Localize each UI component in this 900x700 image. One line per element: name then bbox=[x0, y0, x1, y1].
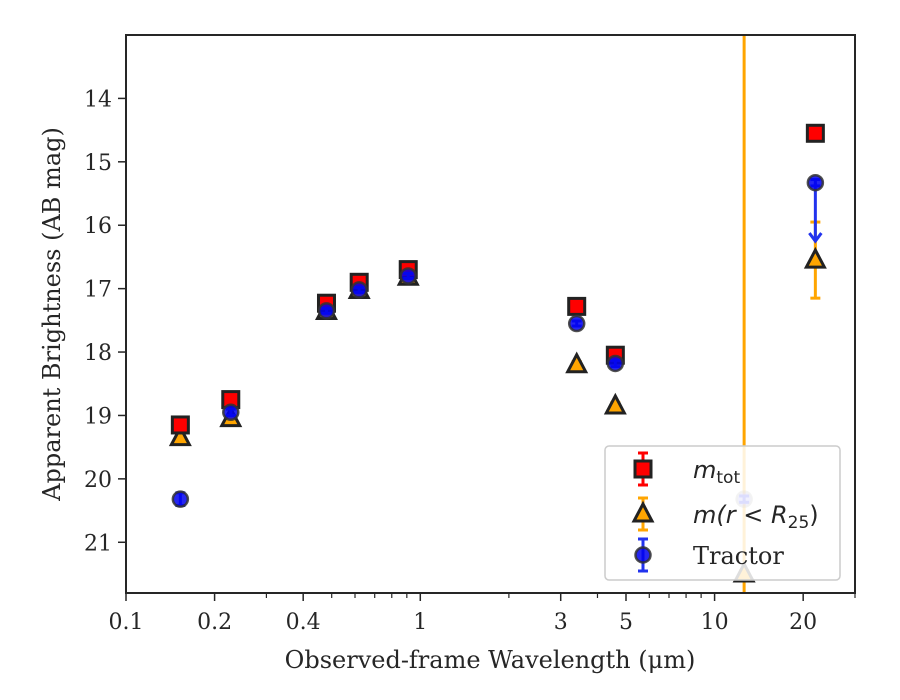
marker-tractor bbox=[606, 354, 625, 373]
point-mr25 bbox=[803, 220, 827, 300]
marker-mtot bbox=[170, 415, 190, 435]
y-tick-label: 14 bbox=[84, 87, 112, 112]
point-mr25 bbox=[565, 351, 589, 374]
legend-entry-mtot: mtot bbox=[633, 451, 740, 488]
marker-mtot bbox=[805, 123, 825, 143]
point-tractor bbox=[222, 403, 240, 422]
y-tick-label: 20 bbox=[84, 468, 112, 493]
legend-entry-mr25: m(r < R25) bbox=[631, 496, 819, 533]
legend-box bbox=[604, 445, 841, 581]
marker-tractor bbox=[350, 281, 368, 299]
x-tick-label: 0.1 bbox=[109, 610, 144, 635]
x-tick-label: 0.4 bbox=[286, 610, 321, 635]
legend-label-mr25: m(r < R25) bbox=[693, 501, 819, 533]
marker-mtot bbox=[567, 296, 587, 316]
point-mr25 bbox=[603, 392, 627, 415]
marker-tractor bbox=[317, 302, 336, 320]
marker-tractor bbox=[222, 403, 240, 422]
point-tractor bbox=[171, 490, 190, 508]
legend-label-close: ) bbox=[809, 501, 818, 529]
point-mr25 bbox=[168, 424, 192, 447]
point-tractor bbox=[350, 281, 368, 299]
legend-label-sub: 25 bbox=[788, 513, 810, 533]
legend-marker-mr25 bbox=[631, 500, 655, 523]
legend: mtot m(r < R25) Tractor bbox=[604, 445, 841, 581]
y-tick-label: 18 bbox=[84, 341, 112, 366]
point-mtot bbox=[170, 415, 190, 435]
marker-tractor bbox=[567, 314, 586, 333]
point-tractor bbox=[567, 314, 586, 333]
y-tick-label: 15 bbox=[84, 151, 112, 176]
x-tick-label: 0.2 bbox=[197, 610, 232, 635]
legend-marker-mtot bbox=[633, 459, 653, 479]
y-axis-ticks: 14 15 16 17 18 19 20 21 bbox=[84, 87, 126, 556]
y-tick-label: 19 bbox=[84, 404, 112, 429]
y-tick-label: 17 bbox=[84, 278, 112, 303]
upper-limit-arrow-head bbox=[808, 232, 823, 244]
x-tick-label: 3 bbox=[554, 610, 568, 635]
y-tick-label: 21 bbox=[84, 531, 112, 556]
point-mtot bbox=[805, 123, 825, 143]
point-tractor bbox=[317, 302, 336, 320]
legend-label-tractor: Tractor bbox=[693, 542, 784, 570]
legend-marker-tractor bbox=[634, 546, 652, 564]
x-axis-label: Observed-frame Wavelength (μm) bbox=[285, 646, 696, 674]
legend-label-mtot: mtot bbox=[693, 456, 740, 488]
point-mtot bbox=[221, 390, 241, 410]
point-tractor bbox=[399, 267, 417, 285]
legend-label-text: m(r < R bbox=[693, 501, 788, 529]
point-tractor bbox=[606, 354, 625, 373]
marker-mr25 bbox=[565, 351, 589, 374]
plot-frame bbox=[125, 34, 856, 594]
marker-mr25 bbox=[603, 392, 627, 415]
x-tick-label: 1 bbox=[413, 610, 427, 635]
point-tractor bbox=[806, 173, 825, 244]
x-tick-label: 5 bbox=[619, 610, 633, 635]
marker-tractor bbox=[399, 267, 417, 285]
marker-mr25 bbox=[803, 246, 827, 269]
y-tick-label: 16 bbox=[84, 214, 112, 239]
x-axis-ticks: 0.1 0.2 0.4 1 3 5 10 20 bbox=[109, 593, 856, 635]
marker-tractor bbox=[806, 173, 825, 192]
marker-tractor bbox=[171, 490, 190, 508]
marks-layer bbox=[168, 123, 827, 583]
x-tick-label: 20 bbox=[789, 610, 817, 635]
legend-label-base: m bbox=[693, 456, 716, 484]
legend-entry-tractor: Tractor bbox=[634, 537, 784, 573]
marker-mr25 bbox=[168, 424, 192, 447]
x-tick-label: 10 bbox=[701, 610, 729, 635]
y-axis-label: Apparent Brightness (AB mag) bbox=[38, 127, 66, 502]
point-mtot bbox=[567, 296, 587, 316]
legend-label-sub: tot bbox=[716, 468, 740, 488]
